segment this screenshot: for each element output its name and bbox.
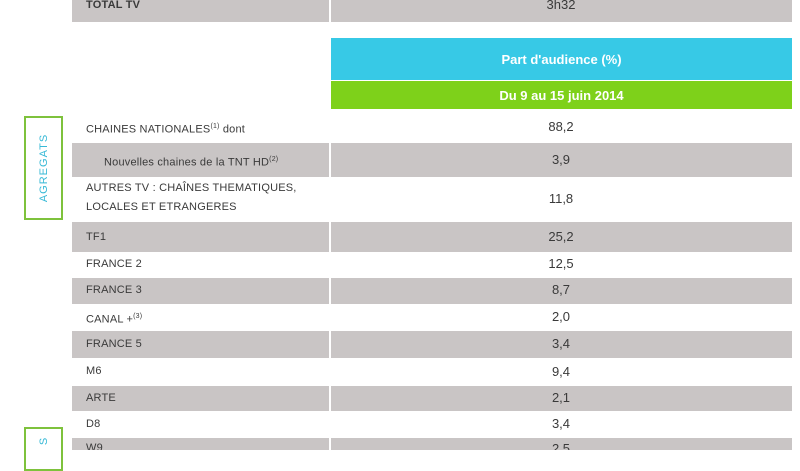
row-value: 3,4 <box>551 336 571 351</box>
column-divider <box>329 143 331 177</box>
aggregates-side-label: AGREGATS <box>24 116 63 220</box>
column-divider <box>329 386 331 411</box>
total-tv-value: 3h32 <box>546 0 576 12</box>
column-header-title: Part d'audience (%) <box>331 38 792 80</box>
row-value: 3,9 <box>551 152 571 167</box>
column-divider <box>329 412 331 437</box>
table-row: FRANCE 3 8,7 <box>72 278 792 304</box>
row-label: Nouvelles chaines de la TNT HD(2) <box>104 156 279 169</box>
column-divider <box>329 305 331 330</box>
channels-side-label-text: S <box>37 436 50 446</box>
table-row: CANAL +(3) 2,0 <box>72 305 792 330</box>
row-label: ARTE <box>86 392 116 404</box>
table-row: ARTE 2,1 <box>72 386 792 411</box>
column-divider <box>329 112 331 142</box>
row-value: 11,8 <box>548 191 574 206</box>
table-row: D8 3,4 <box>72 412 792 437</box>
row-value: 8,7 <box>551 282 571 297</box>
column-divider <box>329 331 331 358</box>
column-header-period: Du 9 au 15 juin 2014 <box>331 81 792 109</box>
row-value: 25,2 <box>548 229 574 244</box>
row-label: W9 <box>86 442 103 450</box>
row-value: 3,4 <box>551 416 571 431</box>
row-label: M6 <box>86 365 102 377</box>
row-value: 2,0 <box>551 309 571 324</box>
column-divider <box>329 359 331 385</box>
row-value: 2,5 <box>551 441 571 450</box>
row-label: FRANCE 3 <box>86 284 142 296</box>
column-divider <box>329 222 331 252</box>
column-divider <box>329 178 331 220</box>
table-row: W9 2,5 <box>72 438 792 450</box>
column-divider <box>329 0 331 22</box>
table-row: TF1 25,2 <box>72 222 792 252</box>
row-value: 88,2 <box>548 119 574 134</box>
row-label: CANAL +(3) <box>86 313 143 326</box>
table-row: CHAINES NATIONALES(1) dont 88,2 <box>72 112 792 142</box>
row-label: FRANCE 5 <box>86 338 142 350</box>
table-row: M6 9,4 <box>72 359 792 385</box>
row-value: 9,4 <box>551 364 571 379</box>
column-divider <box>329 253 331 277</box>
aggregates-side-label-text: AGREGATS <box>37 133 50 203</box>
total-tv-row: TOTAL TV 3h32 <box>72 0 792 22</box>
row-value: 2,1 <box>551 390 571 405</box>
total-tv-label: TOTAL TV <box>86 0 141 11</box>
table-row: AUTRES TV : CHAÎNES THEMATIQUES, LOCALES… <box>72 178 792 220</box>
row-label: AUTRES TV : CHAÎNES THEMATIQUES, LOCALES… <box>86 182 297 213</box>
row-label: CHAINES NATIONALES(1) dont <box>86 123 246 136</box>
row-label: D8 <box>86 418 101 430</box>
table-row: Nouvelles chaines de la TNT HD(2) 3,9 <box>72 143 792 177</box>
row-label: FRANCE 2 <box>86 258 142 270</box>
table-row: FRANCE 2 12,5 <box>72 253 792 277</box>
column-divider <box>329 278 331 304</box>
row-value: 12,5 <box>548 256 574 271</box>
channels-side-label: S <box>24 427 63 471</box>
column-divider <box>329 438 331 450</box>
table-row: FRANCE 5 3,4 <box>72 331 792 358</box>
row-label: TF1 <box>86 231 107 243</box>
